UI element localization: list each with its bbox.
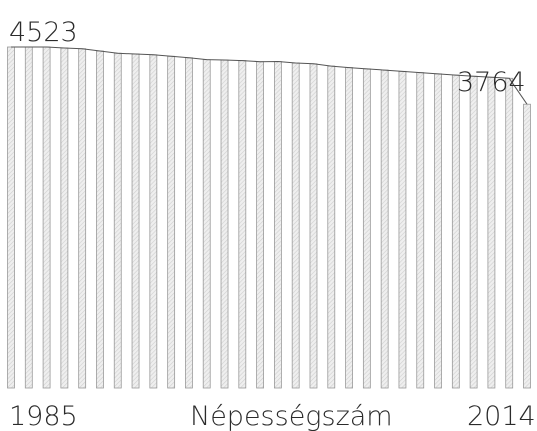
population-bar-2011 bbox=[469, 75, 478, 389]
population-bar-1986 bbox=[24, 46, 33, 389]
population-bar-2013 bbox=[505, 77, 514, 389]
population-bar-2001 bbox=[291, 62, 300, 389]
population-bar-1995 bbox=[185, 57, 193, 389]
population-bar-2010 bbox=[451, 74, 460, 389]
population-bar-2012 bbox=[487, 76, 496, 389]
population-bar-1985 bbox=[7, 46, 15, 389]
x-start-label: 1985 bbox=[9, 401, 78, 431]
population-bar-1992 bbox=[131, 53, 140, 389]
population-bar-1998 bbox=[238, 60, 247, 389]
population-bar-1993 bbox=[149, 54, 158, 389]
population-bar-2006 bbox=[380, 69, 389, 389]
population-bar-2007 bbox=[398, 70, 407, 389]
population-bar-1987 bbox=[42, 46, 51, 389]
x-axis-title: Népességszám bbox=[190, 401, 393, 431]
population-bar-1990 bbox=[96, 50, 104, 389]
population-bar-2009 bbox=[434, 73, 442, 389]
x-end-label: 2014 bbox=[467, 401, 536, 431]
bars-layer bbox=[7, 46, 531, 389]
population-bar-1997 bbox=[220, 59, 229, 389]
population-bar-2002 bbox=[309, 63, 318, 389]
first-value-label: 4523 bbox=[9, 17, 78, 48]
last-value-label: 3764 bbox=[457, 67, 526, 98]
population-bar-2003 bbox=[327, 65, 336, 389]
population-bar-1999 bbox=[256, 61, 265, 389]
population-bar-1996 bbox=[202, 59, 211, 389]
population-bar-2008 bbox=[416, 72, 425, 389]
population-bar-2000 bbox=[273, 61, 282, 389]
population-bar-2004 bbox=[345, 67, 353, 389]
population-bar-1994 bbox=[167, 55, 176, 389]
population-bar-1989 bbox=[78, 48, 87, 389]
population-line bbox=[11, 46, 528, 105]
population-bar-1991 bbox=[113, 52, 122, 389]
population-bar-1988 bbox=[60, 47, 69, 389]
population-bar-2005 bbox=[362, 68, 371, 389]
population-bar-2014 bbox=[523, 103, 531, 389]
